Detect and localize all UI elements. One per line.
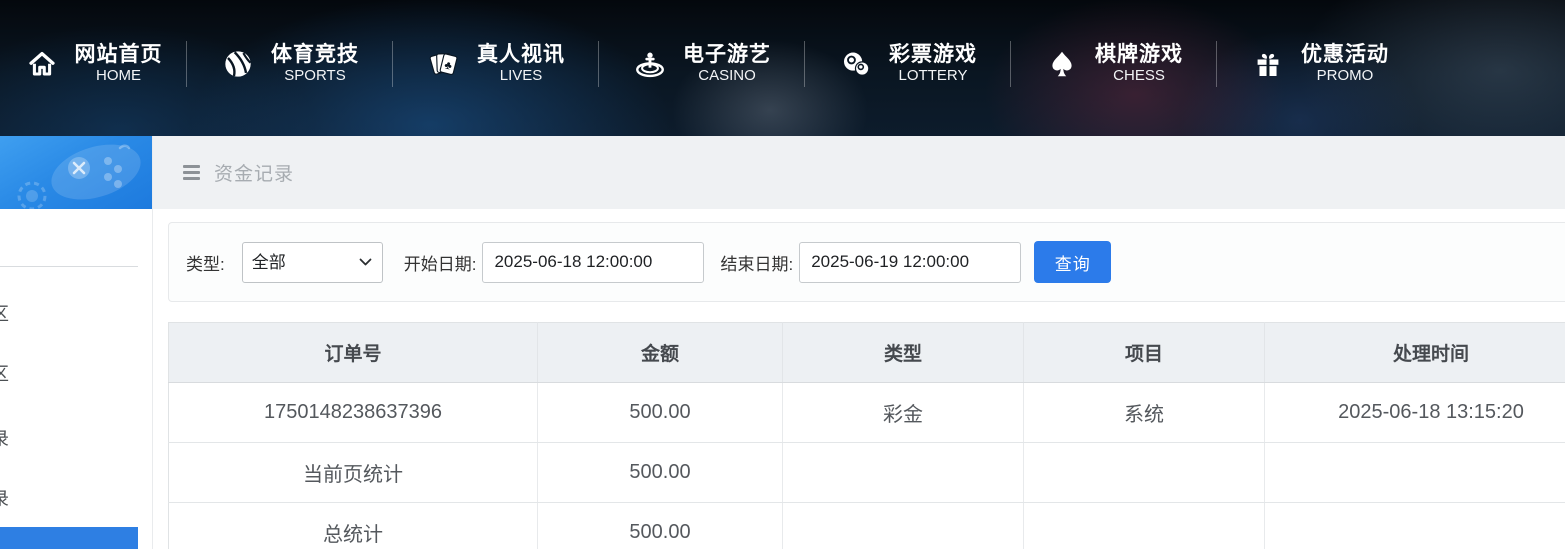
table-row-grand-total: 总统计 500.00 — [168, 502, 1565, 549]
cell-type: 彩金 — [782, 382, 1024, 443]
nav-label: 优惠活动 — [1301, 43, 1389, 67]
main-area: 区 区 录 录 资金记录 类型: 全部 开始日期: — [0, 136, 1565, 549]
nav-divider — [1216, 41, 1217, 87]
type-label: 类型: — [186, 254, 225, 274]
gift-icon — [1250, 46, 1286, 82]
content-header: 资金记录 — [153, 136, 1565, 209]
table-row: 1750148238637396 500.00 彩金 系统 2025-06-18… — [168, 382, 1565, 443]
content-area: 资金记录 类型: 全部 开始日期: 结束日期: 查询 — [153, 136, 1565, 549]
records-table-wrap: 订单号 金额 类型 项目 处理时间 1750148238637396 500.0… — [168, 322, 1565, 549]
spade-icon — [1044, 46, 1080, 82]
nav-item-promo[interactable]: 优惠活动 PROMO — [1217, 19, 1422, 109]
cell-amount: 500.00 — [537, 382, 783, 443]
query-button[interactable]: 查询 — [1034, 241, 1112, 283]
header-type: 类型 — [782, 322, 1024, 383]
gamepad-illustration — [17, 144, 141, 209]
filter-panel: 类型: 全部 开始日期: 结束日期: 查询 — [168, 222, 1565, 302]
nav-sublabel: CHESS — [1113, 67, 1165, 85]
page-title: 资金记录 — [214, 164, 295, 185]
menu-icon[interactable] — [183, 165, 200, 180]
cell-order-no: 1750148238637396 — [168, 382, 538, 443]
nav-sublabel: PROMO — [1316, 67, 1374, 85]
nav-divider — [804, 41, 805, 87]
nav-label: 棋牌游戏 — [1095, 43, 1183, 67]
nav-item-lives[interactable]: ♣ 真人视讯 LIVES — [393, 19, 598, 109]
cell-project: 系统 — [1023, 382, 1265, 443]
nav-item-chess[interactable]: 棋牌游戏 CHESS — [1011, 19, 1216, 109]
cell-process-time: 2025-06-18 13:15:20 — [1264, 382, 1565, 443]
records-table: 订单号 金额 类型 项目 处理时间 1750148238637396 500.0… — [168, 322, 1565, 549]
header-project: 项目 — [1023, 322, 1265, 383]
table-header-row: 订单号 金额 类型 项目 处理时间 — [168, 322, 1565, 383]
content-body: 类型: 全部 开始日期: 结束日期: 查询 — [153, 209, 1565, 549]
nav-item-home[interactable]: 网站首页 HOME — [0, 19, 186, 109]
svg-text:♣: ♣ — [443, 59, 454, 73]
nav-sublabel: CASINO — [698, 67, 756, 85]
header-order-no: 订单号 — [168, 322, 538, 383]
sidebar-item-partial-3[interactable]: 录 — [0, 425, 9, 451]
sports-ball-icon — [220, 46, 256, 82]
nav-divider — [1010, 41, 1011, 87]
header-process-time: 处理时间 — [1264, 322, 1565, 383]
nav-item-lottery[interactable]: 彩票游戏 LOTTERY — [805, 19, 1010, 109]
nav-divider — [186, 41, 187, 87]
sidebar: 区 区 录 录 — [0, 136, 153, 549]
nav-sublabel: LIVES — [499, 67, 543, 85]
cell-amount: 500.00 — [537, 502, 783, 549]
type-select-wrap: 全部 — [241, 241, 383, 283]
nav-label: 真人视讯 — [477, 43, 565, 67]
header-amount: 金额 — [537, 322, 783, 383]
sidebar-divider — [0, 266, 138, 267]
nav-sublabel: HOME — [96, 67, 141, 85]
nav-item-sports[interactable]: 体育竞技 SPORTS — [187, 19, 392, 109]
type-select[interactable]: 全部 — [241, 241, 383, 283]
nav-sublabel: LOTTERY — [898, 67, 968, 85]
nav-label: 彩票游戏 — [889, 43, 977, 67]
playing-cards-icon: ♣ — [426, 46, 462, 82]
sidebar-item-partial-2[interactable]: 区 — [0, 360, 9, 386]
sidebar-banner — [0, 136, 152, 209]
nav-label: 体育竞技 — [271, 43, 359, 67]
top-navbar: 网站首页 HOME 体育竞技 SPORTS ♣ — [0, 0, 1565, 136]
nav-label: 网站首页 — [74, 43, 163, 67]
table-row-page-total: 当前页统计 500.00 — [168, 442, 1565, 503]
end-date-label: 结束日期: — [720, 254, 794, 274]
cell-label: 当前页统计 — [168, 442, 538, 503]
nav-item-casino[interactable]: 电子游艺 CASINO — [599, 19, 804, 109]
cell-amount: 500.00 — [537, 442, 783, 503]
roulette-icon — [632, 46, 668, 82]
nav-divider — [392, 41, 393, 87]
start-date-label: 开始日期: — [403, 254, 477, 274]
start-date-input[interactable] — [482, 241, 705, 283]
cell-label: 总统计 — [168, 502, 538, 549]
sidebar-item-partial-4[interactable]: 录 — [0, 485, 9, 511]
lottery-balls-icon — [838, 46, 874, 82]
sidebar-item-active[interactable] — [0, 527, 138, 549]
end-date-input[interactable] — [799, 241, 1022, 283]
nav-label: 电子游艺 — [683, 43, 771, 67]
home-icon — [24, 46, 60, 82]
sidebar-item-partial-1[interactable]: 区 — [0, 300, 9, 326]
nav-divider — [598, 41, 599, 87]
nav-sublabel: SPORTS — [284, 67, 346, 85]
